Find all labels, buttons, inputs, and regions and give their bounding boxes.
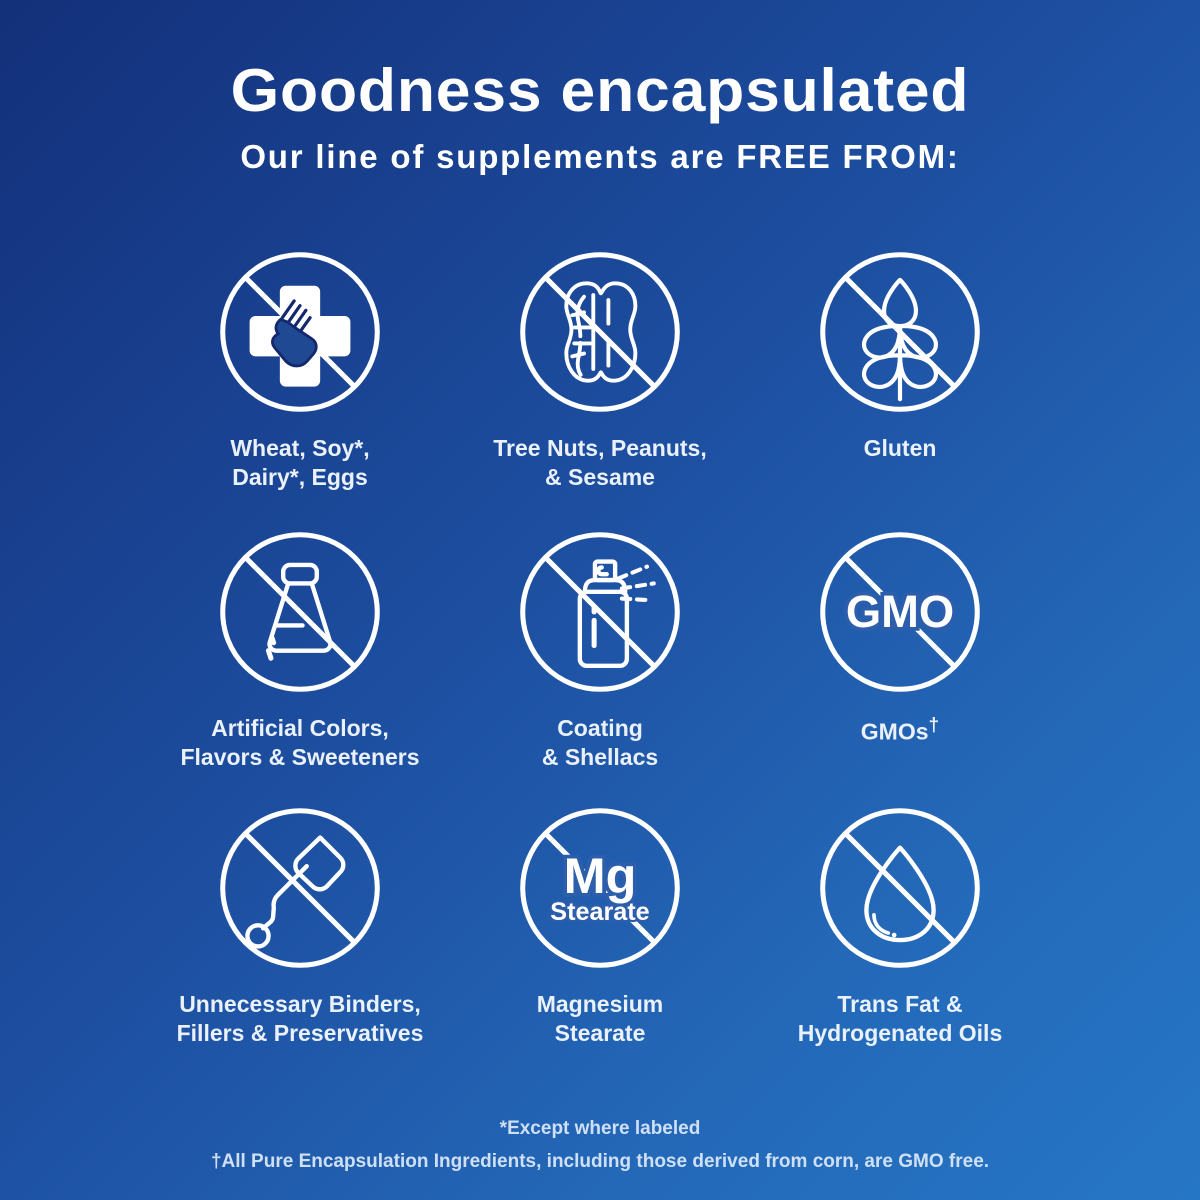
svg-text:Mg: Mg (564, 847, 637, 904)
svg-text:GMO: GMO (846, 586, 954, 637)
svg-text:Stearate: Stearate (550, 898, 649, 926)
